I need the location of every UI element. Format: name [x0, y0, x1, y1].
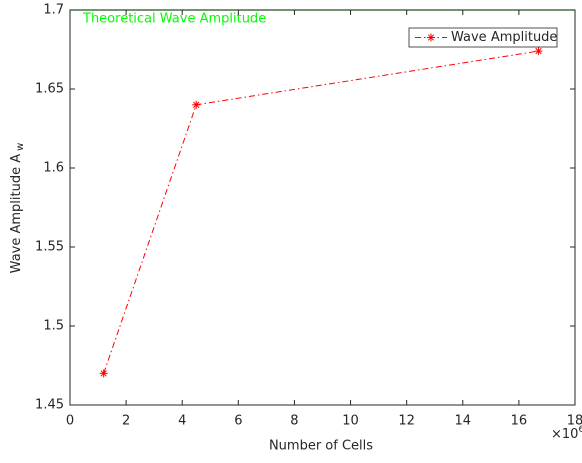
- x-tick-label: 0: [66, 414, 74, 429]
- x-multiplier: ×106: [551, 425, 582, 442]
- x-tick-label: 18: [567, 414, 582, 429]
- x-axis-label: Number of Cells: [269, 439, 373, 454]
- y-label-main: Wave Amplitude A: [9, 154, 24, 274]
- legend-label: Wave Amplitude: [451, 30, 557, 45]
- y-tick-label: 1.45: [35, 398, 64, 413]
- y-axis-label: Wave Amplitude A w: [9, 143, 27, 274]
- y-label-sub: w: [15, 143, 26, 151]
- x-mult-base: ×10: [551, 427, 578, 442]
- x-tick-label: 2: [122, 414, 130, 429]
- reference-label: Theoretical Wave Amplitude: [82, 12, 266, 27]
- y-tick-label: 1.5: [43, 319, 64, 334]
- axes-box: [69, 9, 576, 406]
- x-tick-label: 4: [178, 414, 186, 429]
- legend-box: [408, 27, 558, 48]
- y-tick-label: 1.7: [43, 3, 64, 18]
- x-tick-label: 10: [342, 414, 359, 429]
- x-tick-label: 16: [511, 414, 528, 429]
- x-tick-label: 14: [455, 414, 472, 429]
- x-tick-label: 6: [234, 414, 242, 429]
- legend-marker: [427, 33, 435, 42]
- x-mult-exp: 6: [578, 425, 582, 435]
- y-tick-label: 1.55: [35, 240, 64, 255]
- marker: [534, 47, 543, 56]
- plot-area: [70, 10, 575, 405]
- x-tick-label: 12: [398, 414, 415, 429]
- y-tick-label: 1.6: [43, 161, 64, 176]
- marker: [192, 100, 201, 109]
- y-tick-label: 1.65: [35, 82, 64, 97]
- x-tick-label: 8: [290, 414, 298, 429]
- marker: [99, 369, 108, 378]
